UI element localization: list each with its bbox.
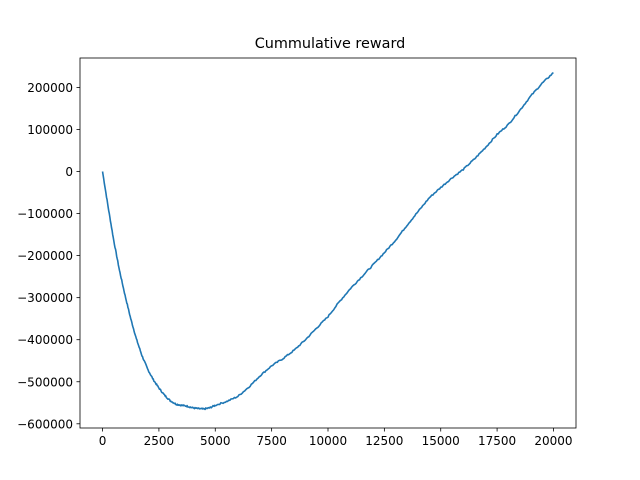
y-tick-label: −200000 [17,249,73,263]
y-tick-label: −500000 [17,375,73,389]
series-layer [101,72,554,411]
y-tick-label: −300000 [17,291,73,305]
y-tick-label: 0 [65,165,73,179]
series-line [101,72,554,411]
chart-title: Cummulative reward [255,36,406,52]
x-tick-label: 2500 [144,434,175,448]
x-tick-label: 15000 [422,434,460,448]
x-tick-label: 17500 [478,434,516,448]
y-axis: 200000 100000 0 −100000 −200000 −300000 −40000… [17,81,80,431]
y-tick-label: −100000 [17,207,73,221]
x-tick-label: 12500 [365,434,403,448]
y-tick-label: 100000 [27,123,73,137]
y-tick-label: −400000 [17,333,73,347]
x-tick-label: 5000 [200,434,231,448]
x-tick-label: 7500 [256,434,287,448]
y-tick-label: 200000 [27,81,73,95]
x-tick-label: 10000 [309,434,347,448]
x-tick-label: 0 [99,434,107,448]
plot-area-frame [79,57,577,429]
x-axis: 0 2500 5000 7500 10000 12500 15000 17500 20000 [99,428,573,448]
y-tick-label: −600000 [17,417,73,431]
x-tick-label: 20000 [534,434,572,448]
